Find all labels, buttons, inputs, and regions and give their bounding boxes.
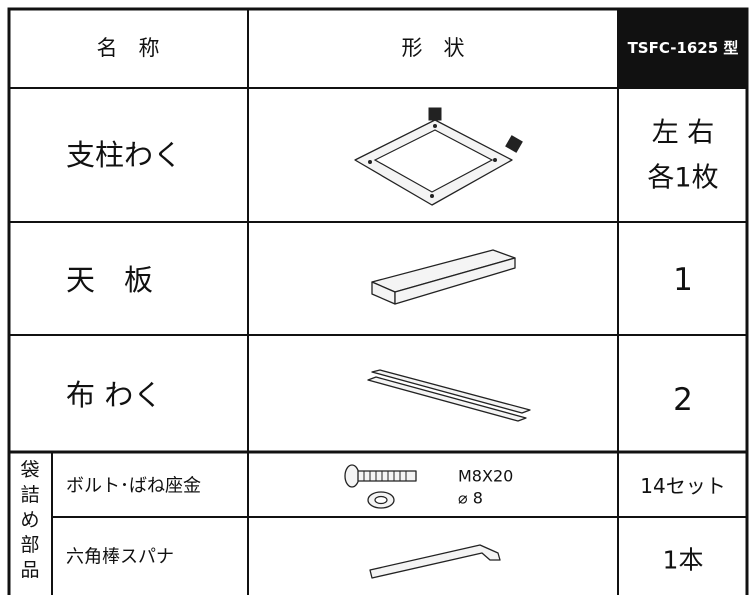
quantity: 1 xyxy=(673,262,693,298)
quantity: 2 xyxy=(673,382,693,418)
quantity: 14セット xyxy=(640,474,725,498)
group-label: 袋 詰 め 部 品 xyxy=(20,459,39,581)
header-model-cell xyxy=(618,8,748,88)
part-name: 天 板 xyxy=(66,263,153,297)
header-model: TSFC-1625 型 xyxy=(628,39,739,57)
frame-illustration xyxy=(354,107,523,206)
spec: M8X20 xyxy=(458,467,513,486)
part-name: ボルト･ばね座金 xyxy=(66,476,201,497)
quantity: 1本 xyxy=(663,546,704,575)
table-border xyxy=(7,7,749,595)
group-char: め xyxy=(20,509,39,531)
part-name: 布 わく xyxy=(66,378,162,412)
group-char: 袋 xyxy=(20,459,39,481)
part-name: 六角棒スパナ xyxy=(66,547,174,568)
header-name: 名 称 xyxy=(97,36,160,60)
spec: ⌀ 8 xyxy=(458,489,483,508)
group-char: 品 xyxy=(20,559,39,581)
part-name: 支柱わく xyxy=(66,138,182,172)
quantity: 各1枚 xyxy=(647,163,718,194)
rod-illustration xyxy=(367,369,531,422)
group-char: 部 xyxy=(20,534,39,556)
wrench-illustration xyxy=(369,544,501,579)
quantity: 左 右 xyxy=(652,118,715,149)
group-char: 詰 xyxy=(20,484,39,506)
bolt-illustration xyxy=(344,464,417,509)
board-illustration xyxy=(371,249,516,305)
header-shape: 形 状 xyxy=(402,36,465,60)
